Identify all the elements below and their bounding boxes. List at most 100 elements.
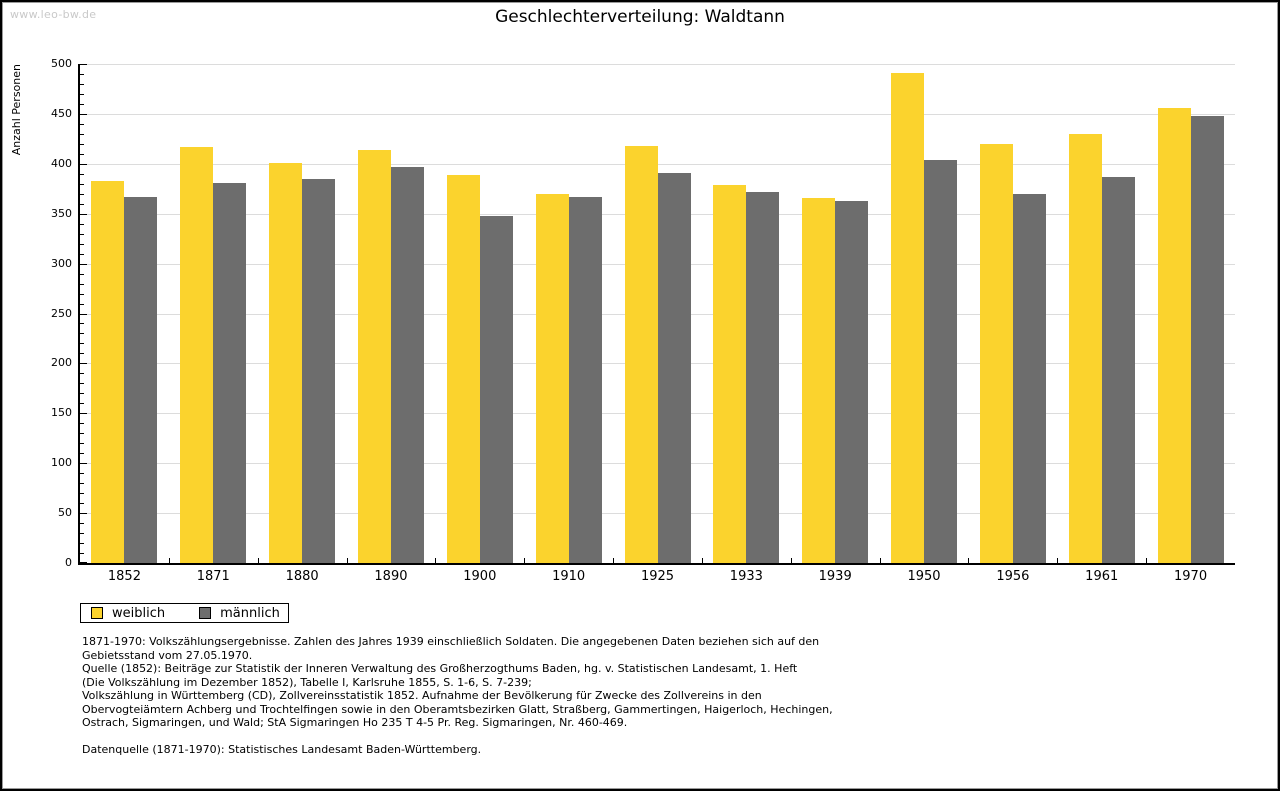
y-major-tick-350 bbox=[80, 213, 87, 215]
x-tick-label-1956: 1956 bbox=[996, 569, 1030, 584]
source-note-line: (Die Volkszählung im Dezember 1852), Tab… bbox=[82, 675, 532, 689]
y-minor-tick-440 bbox=[80, 123, 84, 125]
x-boundary-tick-1 bbox=[168, 558, 170, 563]
y-minor-tick-310 bbox=[80, 253, 84, 255]
bar-männlich-1871 bbox=[213, 182, 247, 563]
x-boundary-tick-8 bbox=[790, 558, 792, 563]
x-tick-label-1950: 1950 bbox=[907, 569, 941, 584]
y-major-tick-200 bbox=[80, 363, 87, 365]
y-minor-tick-180 bbox=[80, 383, 84, 385]
bar-weiblich-1880 bbox=[269, 162, 303, 563]
y-tick-label-0: 0 bbox=[65, 556, 72, 569]
y-minor-tick-20 bbox=[80, 543, 84, 545]
y-axis-tick-labels: 0 50 100 150 200 250 300 350 400 450 500 bbox=[40, 58, 72, 569]
bar-männlich-1939 bbox=[835, 200, 869, 563]
y-minor-tick-290 bbox=[80, 273, 84, 275]
bar-männlich-1950 bbox=[924, 159, 958, 563]
x-tick-label-1871: 1871 bbox=[196, 569, 230, 584]
bar-weiblich-1956 bbox=[979, 143, 1013, 563]
y-minor-tick-370 bbox=[80, 193, 84, 195]
datasource-line: Datenquelle (1871-1970): Statistisches L… bbox=[82, 743, 482, 756]
y-minor-tick-490 bbox=[80, 73, 84, 75]
x-boundary-tick-6 bbox=[613, 558, 615, 563]
bar-weiblich-1950 bbox=[891, 72, 925, 563]
x-boundary-tick-3 bbox=[346, 558, 348, 563]
bar-männlich-1925 bbox=[657, 172, 691, 563]
y-major-tick-400 bbox=[80, 163, 87, 165]
x-tick-label-1925: 1925 bbox=[640, 569, 675, 584]
y-minor-tick-460 bbox=[80, 103, 84, 105]
x-tick-label-1910: 1910 bbox=[552, 569, 586, 584]
y-minor-tick-390 bbox=[80, 173, 84, 175]
y-major-tick-250 bbox=[80, 313, 87, 315]
x-tick-label-1852: 1852 bbox=[107, 569, 141, 584]
y-axis-line bbox=[78, 64, 80, 565]
bar-weiblich-1933 bbox=[713, 184, 747, 563]
bar-weiblich-1961 bbox=[1068, 133, 1102, 563]
source-notes: 1871-1970: Volkszählungsergebnisse. Zahl… bbox=[82, 635, 1202, 757]
y-tick-label-450: 450 bbox=[51, 106, 72, 120]
y-minor-tick-190 bbox=[80, 373, 84, 375]
y-minor-tick-330 bbox=[80, 233, 84, 235]
bar-weiblich-1852 bbox=[91, 180, 125, 563]
y-minor-tick-80 bbox=[80, 483, 84, 485]
bar-weiblich-1871 bbox=[180, 146, 214, 563]
y-minor-tick-320 bbox=[80, 243, 84, 245]
bar-männlich-1956 bbox=[1012, 193, 1046, 563]
y-minor-tick-140 bbox=[80, 423, 84, 425]
y-minor-tick-60 bbox=[80, 503, 84, 505]
y-minor-tick-340 bbox=[80, 223, 84, 225]
y-axis-title: Anzahl Personen bbox=[10, 64, 23, 156]
y-minor-tick-470 bbox=[80, 93, 84, 95]
source-note-line: 1871-1970: Volkszählungsergebnisse. Zahl… bbox=[82, 635, 820, 648]
y-minor-tick-220 bbox=[80, 343, 84, 345]
x-boundary-tick-2 bbox=[257, 558, 259, 563]
y-tick-label-150: 150 bbox=[51, 406, 72, 420]
x-axis-line bbox=[78, 563, 1235, 565]
x-boundary-tick-9 bbox=[879, 558, 881, 563]
bar-weiblich-1910 bbox=[535, 193, 569, 563]
gridline-500 bbox=[80, 64, 1235, 65]
legend-label-weiblich: weiblich bbox=[112, 605, 166, 621]
y-minor-tick-30 bbox=[80, 533, 84, 535]
legend: weiblich männlich bbox=[80, 603, 289, 623]
bar-weiblich-1939 bbox=[802, 197, 836, 563]
bar-männlich-1933 bbox=[746, 191, 780, 563]
source-note-line: Obervogteiämtern Achberg und Trochtelfin… bbox=[82, 702, 833, 716]
gridline-400 bbox=[80, 163, 1235, 165]
gridline-450 bbox=[80, 113, 1235, 115]
bar-männlich-1961 bbox=[1101, 176, 1135, 563]
bar-weiblich-1970 bbox=[1157, 107, 1191, 563]
y-tick-label-350: 350 bbox=[51, 206, 72, 220]
y-major-tick-100 bbox=[80, 463, 87, 465]
bar-weiblich-1900 bbox=[446, 174, 480, 563]
y-minor-tick-410 bbox=[80, 153, 84, 155]
plot-area bbox=[80, 64, 1235, 563]
y-tick-label-100: 100 bbox=[51, 456, 72, 470]
x-tick-label-1880: 1880 bbox=[285, 569, 319, 584]
x-boundary-tick-11 bbox=[1057, 558, 1059, 563]
y-minor-tick-40 bbox=[80, 523, 84, 525]
legend-swatch-maennlich bbox=[199, 607, 212, 619]
legend-label-maennlich: männlich bbox=[220, 605, 280, 621]
x-tick-label-1939: 1939 bbox=[818, 569, 852, 584]
y-major-tick-300 bbox=[80, 263, 87, 265]
bar-männlich-1852 bbox=[124, 196, 158, 563]
x-boundary-tick-5 bbox=[524, 558, 526, 563]
y-minor-tick-170 bbox=[80, 393, 84, 395]
x-tick-label-1900: 1900 bbox=[463, 569, 497, 584]
y-major-tick-50 bbox=[80, 513, 87, 515]
y-major-tick-0 bbox=[80, 562, 87, 563]
y-minor-tick-110 bbox=[80, 453, 84, 455]
bar-männlich-1880 bbox=[302, 178, 336, 563]
legend-swatch-weiblich bbox=[91, 607, 103, 619]
y-tick-label-200: 200 bbox=[51, 356, 72, 370]
bar-männlich-1910 bbox=[568, 196, 602, 563]
x-boundary-tick-12 bbox=[1146, 558, 1148, 563]
y-tick-label-300: 300 bbox=[51, 256, 72, 270]
y-minor-tick-240 bbox=[80, 323, 84, 325]
y-tick-label-250: 250 bbox=[51, 306, 72, 320]
y-minor-tick-420 bbox=[80, 143, 84, 145]
source-note-line: Ostrach, Sigmaringen, und Wald; StA Sigm… bbox=[82, 716, 628, 729]
x-boundary-tick-4 bbox=[435, 558, 437, 563]
